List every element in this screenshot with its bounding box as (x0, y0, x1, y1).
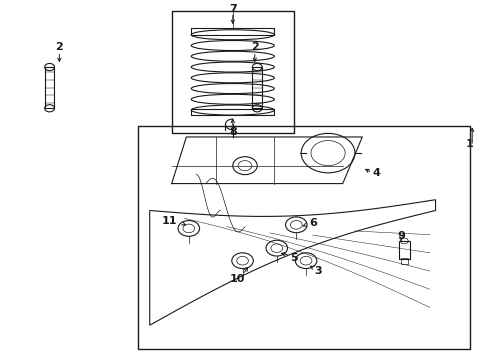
Bar (191, 109, 274, 116)
Text: 5: 5 (290, 253, 297, 263)
Bar (399, 241, 410, 259)
Text: 2: 2 (251, 42, 259, 52)
Text: 4: 4 (373, 168, 381, 178)
Bar (172, 12, 294, 134)
Text: 3: 3 (315, 266, 322, 276)
Text: 1: 1 (466, 139, 474, 149)
Text: 2: 2 (55, 42, 63, 52)
Text: 10: 10 (230, 274, 245, 284)
Bar (45, 67, 54, 108)
Text: 6: 6 (310, 218, 318, 228)
Text: 7: 7 (229, 4, 237, 14)
Bar (401, 258, 408, 264)
Text: 9: 9 (397, 231, 405, 240)
Bar (138, 126, 470, 348)
Bar (191, 28, 274, 35)
Bar (252, 67, 262, 108)
Text: 8: 8 (229, 127, 237, 136)
Text: 11: 11 (162, 216, 177, 226)
